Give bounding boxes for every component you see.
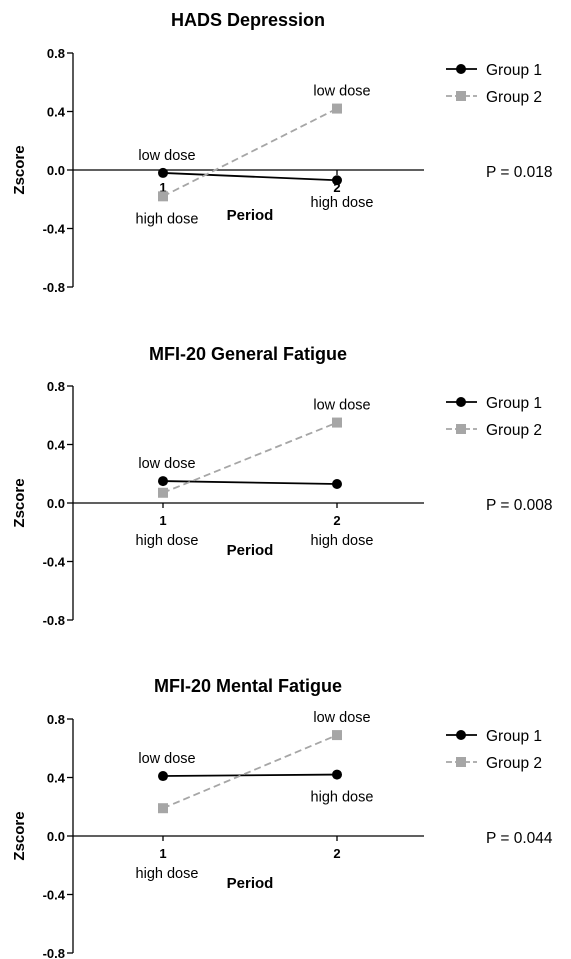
series-2-point [158, 191, 168, 202]
series-line-2 [162, 421, 338, 494]
y-tick-label: -0.4 [43, 222, 66, 237]
y-tick-label: 0.4 [47, 771, 66, 786]
dose-annotation: high dose [311, 790, 374, 806]
series-1-point [158, 167, 168, 178]
series-1-point [332, 769, 342, 780]
y-axis-label: Zscore [11, 811, 28, 860]
y-tick-label: 0.0 [47, 163, 65, 178]
series-1-point [158, 476, 168, 487]
x-axis-label: Period [227, 207, 274, 224]
y-tick-label: -0.8 [43, 946, 65, 959]
y-tick-label: 0.8 [47, 46, 65, 61]
series-line-2 [162, 734, 338, 810]
dose-annotation: low dose [313, 398, 370, 414]
chart-title: MFI-20 General Fatigue [149, 344, 347, 364]
x-tick-label: 2 [333, 846, 340, 861]
series-2-point [158, 803, 168, 814]
legend-label-2: Group 2 [486, 89, 542, 106]
legend-marker-1 [456, 397, 466, 407]
y-tick-label: -0.8 [43, 613, 65, 628]
series-line-1 [162, 480, 338, 485]
series-line-1 [162, 773, 338, 777]
dose-annotation: high dose [136, 211, 199, 227]
y-tick-label: 0.0 [47, 829, 65, 844]
y-tick-label: -0.4 [43, 888, 66, 903]
legend-marker-2 [456, 424, 466, 434]
y-tick-label: 0.4 [47, 105, 66, 120]
series-2-point [332, 730, 342, 741]
dose-annotation: high dose [136, 533, 199, 549]
chart-title: HADS Depression [171, 10, 325, 30]
legend-marker-1 [456, 730, 466, 740]
x-tick-label: 1 [159, 846, 166, 861]
series-2-point [332, 417, 342, 428]
dose-annotation: low dose [138, 751, 195, 767]
dose-annotation: low dose [138, 456, 195, 472]
dose-annotation: high dose [311, 533, 374, 549]
dose-annotation: high dose [311, 195, 374, 211]
chart-panel-3: MFI-20 Mental Fatigue 0.8 0.4 0.0 -0.4 -0.8 Zs… [11, 676, 553, 959]
series-1-point [332, 175, 342, 186]
x-axis-label: Period [227, 875, 274, 892]
dose-annotation: low dose [313, 710, 370, 726]
p-value: P = 0.008 [486, 497, 553, 514]
x-tick-label: 1 [159, 180, 166, 195]
y-tick-label: -0.4 [43, 555, 66, 570]
y-tick-label: 0.8 [47, 712, 65, 727]
legend-label-1: Group 1 [486, 62, 542, 79]
y-tick-label: 0.4 [47, 438, 66, 453]
legend-marker-2 [456, 757, 466, 767]
y-tick-label: -0.8 [43, 280, 65, 295]
series-line-1 [162, 172, 338, 182]
legend-marker-2 [456, 91, 466, 101]
y-tick-label: 0.0 [47, 496, 65, 511]
x-tick-label: 2 [333, 513, 340, 528]
dose-annotation: low dose [313, 84, 370, 100]
y-axis-label: Zscore [11, 478, 28, 527]
p-value: P = 0.018 [486, 164, 553, 181]
chart-panel-1: HADS Depression 0.8 0.4 0.0 -0.4 -0.8 Zscore 1 2… [11, 10, 553, 295]
p-value: P = 0.044 [486, 830, 553, 847]
legend-label-2: Group 2 [486, 755, 542, 772]
series-2-point [158, 487, 168, 498]
legend-marker-1 [456, 64, 466, 74]
x-axis-label: Period [227, 542, 274, 559]
chart-panel-2: MFI-20 General Fatigue 0.8 0.4 0.0 -0.4 -0.8 Z… [11, 344, 553, 628]
dose-annotation: low dose [138, 148, 195, 164]
legend-label-1: Group 1 [486, 728, 542, 745]
series-1-point [158, 771, 168, 782]
dose-annotation: high dose [136, 866, 199, 882]
x-tick-label: 1 [159, 513, 166, 528]
legend-label-2: Group 2 [486, 422, 542, 439]
x-tick-label: 2 [333, 180, 340, 195]
legend-label-1: Group 1 [486, 395, 542, 412]
chart-title: MFI-20 Mental Fatigue [154, 676, 342, 696]
y-tick-label: 0.8 [47, 379, 65, 394]
y-axis-label: Zscore [11, 145, 28, 194]
series-2-point [332, 103, 342, 114]
series-1-point [332, 478, 342, 489]
